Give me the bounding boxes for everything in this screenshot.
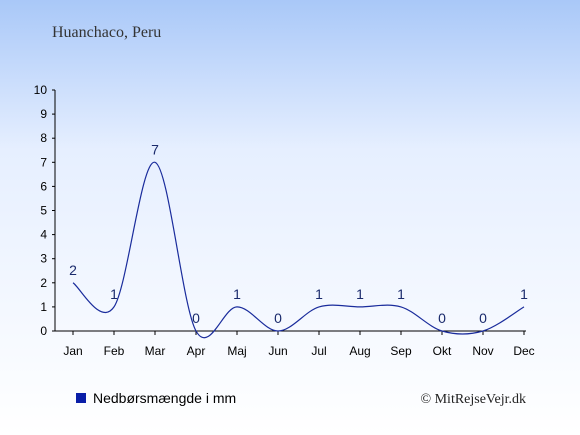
y-tick-label: 8 xyxy=(40,131,47,145)
axes xyxy=(54,90,526,332)
y-tick-label: 5 xyxy=(40,204,47,218)
y-tick-label: 3 xyxy=(40,252,47,266)
y-axis-ticks: 0 1 2 3 4 5 6 7 8 9 10 xyxy=(34,83,55,338)
data-label: 1 xyxy=(110,286,118,302)
x-tick-label: Dec xyxy=(513,344,534,358)
x-tick-label: Jun xyxy=(268,344,287,358)
data-label: 0 xyxy=(274,310,282,326)
x-tick-label: Feb xyxy=(104,344,125,358)
x-tick-label: Mar xyxy=(145,344,166,358)
y-tick-label: 4 xyxy=(40,228,47,242)
data-label: 2 xyxy=(69,262,77,278)
data-label: 7 xyxy=(151,141,159,157)
y-tick-label: 0 xyxy=(40,324,47,338)
data-label: 0 xyxy=(438,310,446,326)
data-label: 1 xyxy=(315,286,323,302)
y-tick-label: 2 xyxy=(40,276,47,290)
y-tick-label: 10 xyxy=(34,83,48,97)
x-tick-label: Nov xyxy=(472,344,493,358)
data-labels: 2 1 7 0 1 0 1 1 1 0 0 1 xyxy=(69,141,528,326)
x-tick-label: Apr xyxy=(187,344,206,358)
legend-swatch xyxy=(76,393,86,403)
y-tick-label: 1 xyxy=(40,300,47,314)
chart-title: Huanchaco, Peru xyxy=(52,24,161,41)
data-label: 1 xyxy=(397,286,405,302)
data-label: 1 xyxy=(233,286,241,302)
data-label: 0 xyxy=(192,310,200,326)
x-tick-label: Jan xyxy=(63,344,82,358)
legend-label: Nedbørsmængde i mm xyxy=(93,390,236,406)
x-tick-label: Aug xyxy=(349,344,370,358)
data-label: 1 xyxy=(356,286,364,302)
credit-text: © MitRejseVejr.dk xyxy=(420,392,526,407)
x-tick-label: Okt xyxy=(433,344,452,358)
x-tick-label: Maj xyxy=(227,344,246,358)
data-label: 1 xyxy=(520,286,528,302)
y-tick-label: 6 xyxy=(40,179,47,193)
y-tick-label: 9 xyxy=(40,107,47,121)
x-axis-ticks: Jan Feb Mar Apr Maj Jun Jul Aug Sep Okt Nov Dec xyxy=(63,331,535,358)
x-tick-label: Sep xyxy=(390,344,412,358)
x-tick-label: Jul xyxy=(311,344,326,358)
y-tick-label: 7 xyxy=(40,155,47,169)
precipitation-line xyxy=(72,161,525,339)
data-label: 0 xyxy=(479,310,487,326)
